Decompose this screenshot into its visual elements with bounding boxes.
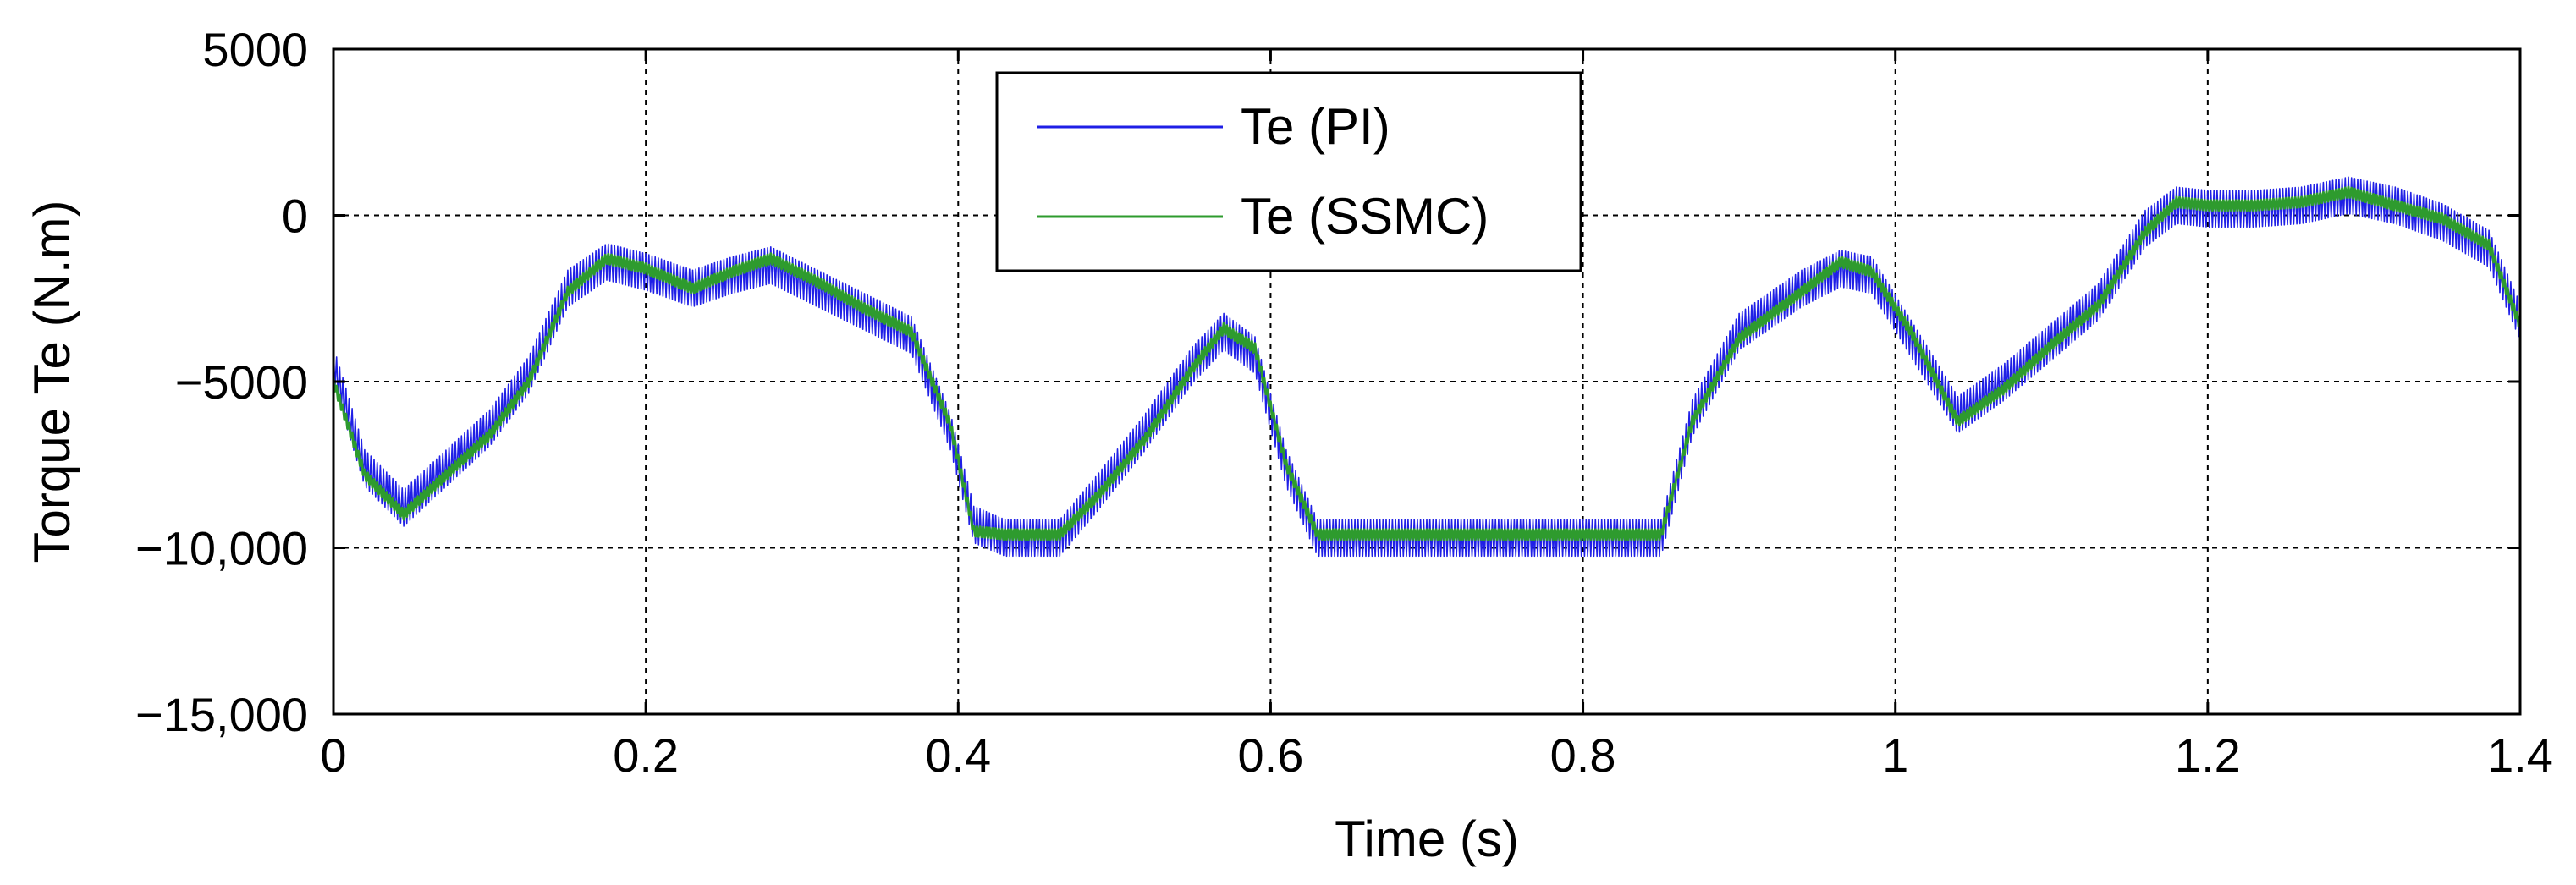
y-tick-label: −10,000 <box>135 522 308 575</box>
x-tick-label: 0.2 <box>613 728 679 782</box>
y-tick-label: −15,000 <box>135 688 308 741</box>
x-tick-labels: 0 0.2 0.4 0.6 0.8 1 1.2 1.4 <box>320 728 2553 782</box>
legend-label-pi: Te (PI) <box>1241 98 1390 155</box>
y-tick-label: −5000 <box>175 355 308 409</box>
x-axis-label: Time (s) <box>1335 811 1519 867</box>
x-tick-label: 0.4 <box>925 728 991 782</box>
y-tick-label: 5000 <box>202 23 308 76</box>
legend-label-ssmc: Te (SSMC) <box>1241 188 1489 245</box>
series-line-ssmc <box>332 185 2522 541</box>
axis-ticks <box>332 47 2522 716</box>
x-tick-label: 1.2 <box>2175 728 2241 782</box>
y-tick-label: 0 <box>282 190 308 243</box>
y-tick-labels: 5000 0 −5000 −10,000 −15,000 <box>135 23 308 741</box>
x-tick-label: 0 <box>320 728 346 782</box>
x-tick-label: 0.8 <box>1550 728 1616 782</box>
x-tick-label: 1.4 <box>2487 728 2553 782</box>
y-axis-label: Torque Te (N.m) <box>24 200 80 563</box>
x-tick-label: 1 <box>1882 728 1908 782</box>
series-lines <box>332 176 2522 558</box>
legend-box <box>995 71 1582 272</box>
x-tick-label: 0.6 <box>1237 728 1303 782</box>
legend: Te (PI) Te (SSMC) <box>995 71 1582 272</box>
